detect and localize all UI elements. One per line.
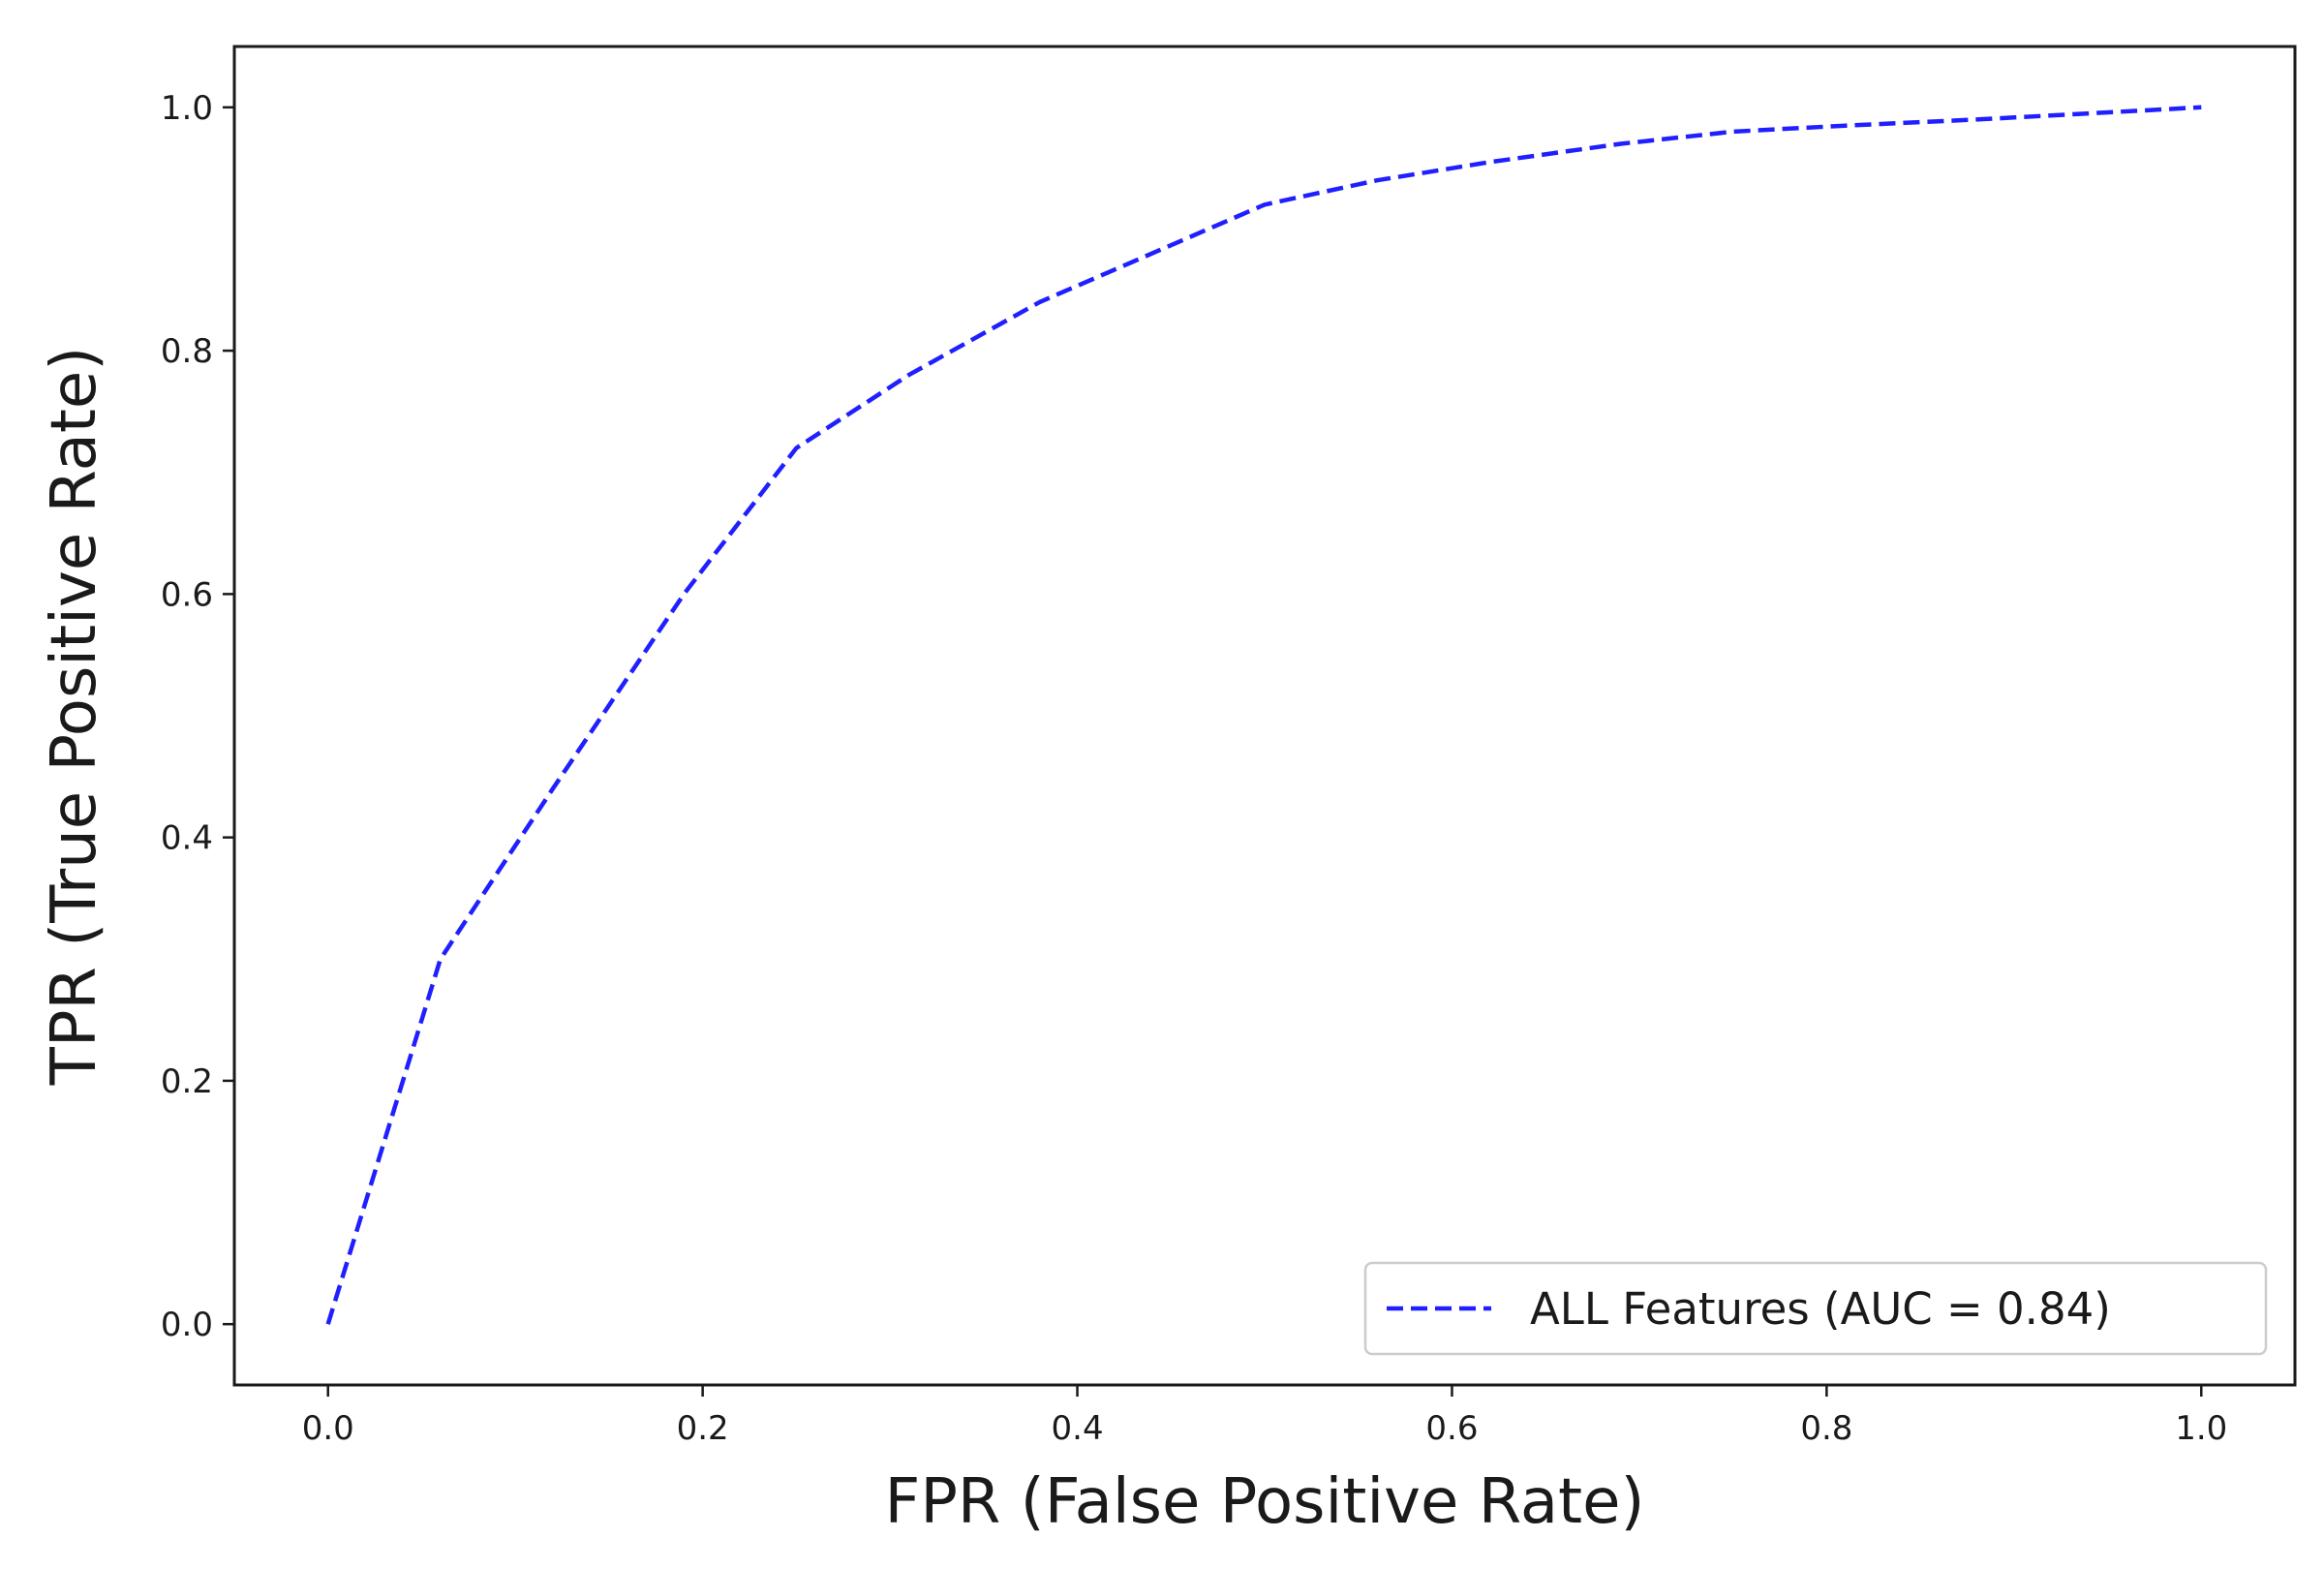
y-axis-label: TPR (True Positive Rate): [39, 347, 110, 1087]
legend-box: [1363, 1261, 2268, 1356]
x-tick-label: 0.2: [677, 1409, 729, 1448]
x-axis-label: FPR (False Positive Rate): [885, 1466, 1645, 1538]
plot-layer: [234, 46, 2295, 1385]
y-tick-label: 0.0: [161, 1306, 213, 1344]
y-tick-label: 0.4: [161, 819, 213, 858]
x-tick-label: 0.8: [1800, 1409, 1852, 1448]
x-tick-label: 0.0: [302, 1409, 354, 1448]
x-tick-label: 1.0: [2175, 1409, 2227, 1448]
series-layer: [325, 105, 2202, 1325]
series-line-0: [325, 105, 2202, 1325]
y-tick-label: 0.2: [161, 1062, 213, 1101]
plot-area: [234, 46, 2295, 1385]
y-tick-label: 1.0: [161, 89, 213, 128]
legend-label: ALL Features (AUC = 0.84): [1530, 1283, 2111, 1335]
x-tick-label: 0.4: [1052, 1409, 1104, 1448]
legend: ALL Features (AUC = 0.84): [1363, 1261, 2268, 1356]
axes-layer: 0.0 0.2 0.4 0.6 0.8 1.0 0.0 0.2 0.4 0.6 0.8 1.0 FPR …: [39, 45, 2297, 1538]
y-tick-label: 0.8: [161, 332, 213, 371]
axes-frame: [232, 45, 2297, 1387]
y-tick-label: 0.6: [161, 575, 213, 614]
x-tick-label: 0.6: [1425, 1409, 1478, 1448]
